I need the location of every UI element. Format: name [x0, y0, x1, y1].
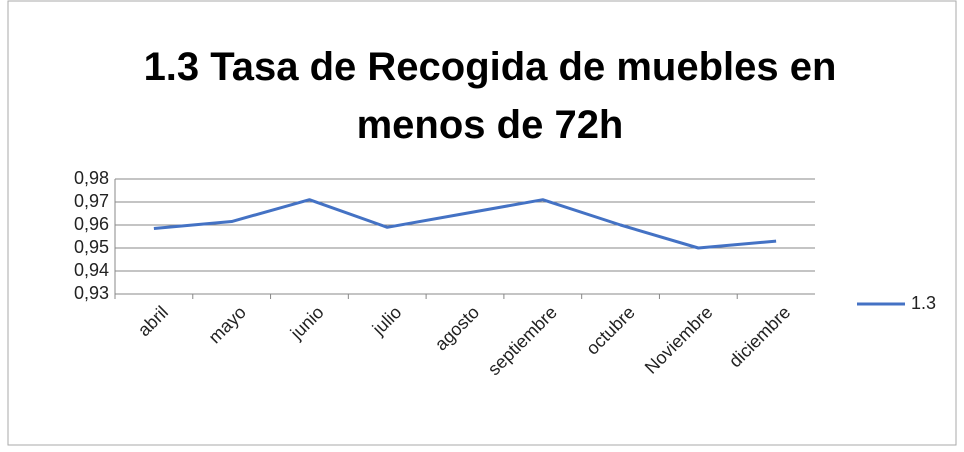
- y-tick-label: 0,93: [74, 283, 109, 303]
- chart-frame: [7, 0, 957, 446]
- x-tick-label: septiembre: [484, 302, 561, 379]
- x-tick-label: Noviembre: [641, 302, 717, 378]
- x-tick-label: octubre: [582, 302, 639, 359]
- x-tick-label: diciembre: [725, 302, 794, 371]
- x-tick-label: abril: [134, 302, 172, 340]
- y-tick-label: 0,97: [74, 191, 109, 211]
- y-tick-label: 0,96: [74, 214, 109, 234]
- y-tick-label: 0,98: [74, 168, 109, 188]
- y-tick-label: 0,94: [74, 260, 109, 280]
- x-tick-label: mayo: [205, 302, 250, 347]
- x-tick-label: junio: [286, 302, 328, 344]
- legend-label: 1.3: [911, 293, 936, 313]
- line-series: [153, 198, 777, 250]
- chart-title: 1.3 Tasa de Recogida de muebles en menos…: [143, 45, 837, 147]
- y-tick-label: 0,95: [74, 237, 109, 257]
- x-tick-label: agosto: [431, 302, 483, 354]
- x-tick-label: julio: [368, 302, 405, 339]
